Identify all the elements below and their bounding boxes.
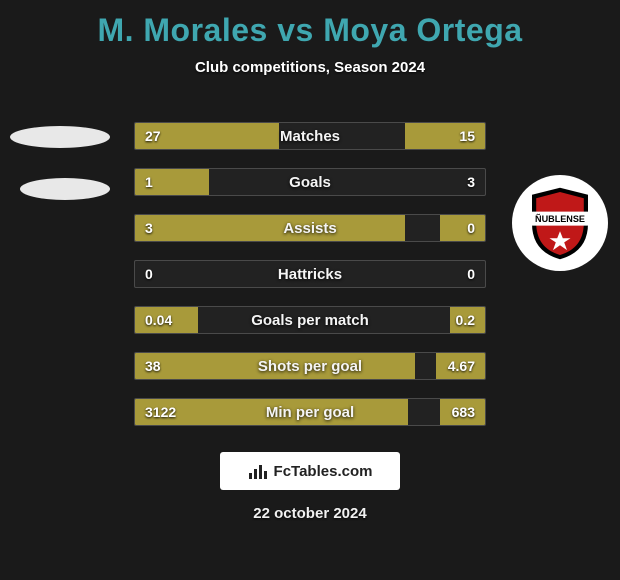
value-right: 15 (449, 123, 485, 149)
stat-row: 13Goals (134, 168, 486, 196)
value-left: 0 (135, 261, 163, 287)
bar-left (135, 215, 405, 241)
stat-row: 0.040.2Goals per match (134, 306, 486, 334)
subtitle: Club competitions, Season 2024 (0, 59, 620, 76)
footer-brand-text: FcTables.com (274, 463, 373, 480)
svg-text:ÑUBLENSE: ÑUBLENSE (535, 214, 585, 224)
value-left: 1 (135, 169, 163, 195)
value-left: 27 (135, 123, 171, 149)
stat-row: 3122683Min per goal (134, 398, 486, 426)
value-right: 0 (457, 215, 485, 241)
value-left: 3 (135, 215, 163, 241)
stat-row: 2715Matches (134, 122, 486, 150)
player-left-placeholder-2 (20, 178, 110, 200)
value-left: 0.04 (135, 307, 182, 333)
fctables-logo: FcTables.com (220, 452, 400, 490)
shield-icon: ÑUBLENSE (525, 185, 595, 262)
bars-icon (248, 461, 268, 481)
page-title: M. Morales vs Moya Ortega (0, 0, 620, 49)
value-right: 683 (442, 399, 485, 425)
footer-date: 22 october 2024 (0, 505, 620, 522)
stat-row: 0 0Hattricks (134, 260, 486, 288)
value-right: 4.67 (438, 353, 485, 379)
bar-left (135, 353, 415, 379)
comparison-bars: 2715Matches13Goals30Assists00Hattricks0.… (134, 122, 486, 444)
value-right: 3 (457, 169, 485, 195)
stat-label: Hattricks (135, 261, 485, 287)
value-left: 3122 (135, 399, 186, 425)
stat-row: 30Assists (134, 214, 486, 242)
value-right: 0 (457, 261, 485, 287)
player-left-placeholder-1 (10, 126, 110, 148)
stat-row: 384.67Shots per goal (134, 352, 486, 380)
value-right: 0.2 (446, 307, 485, 333)
club-crest-nublense: ÑUBLENSE (512, 175, 608, 271)
value-left: 38 (135, 353, 171, 379)
